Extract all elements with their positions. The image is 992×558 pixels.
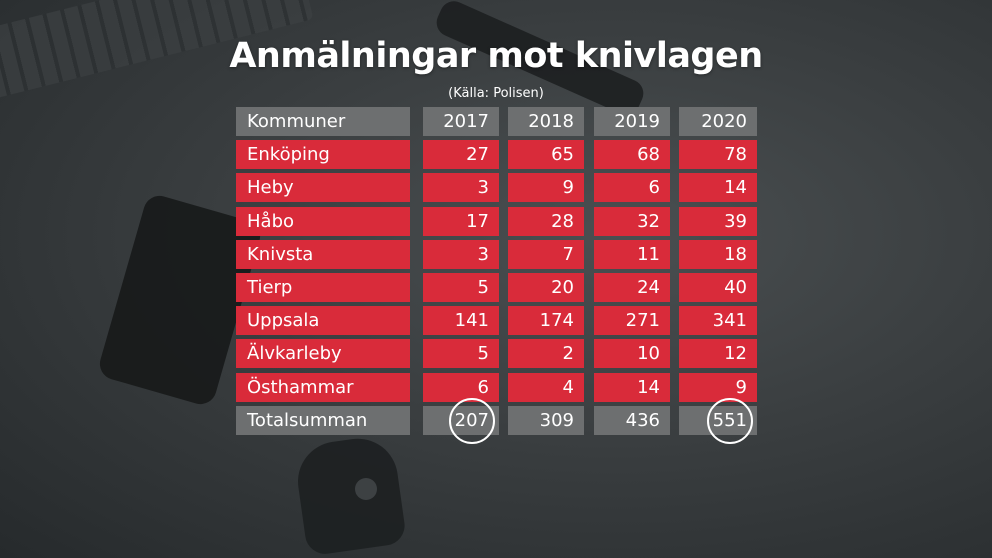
row-value-cell: 32 xyxy=(594,207,670,236)
total-value-cell: 436 xyxy=(594,406,670,435)
row-municipality-name: Enköping xyxy=(236,140,410,169)
row-value-cell: 7 xyxy=(508,240,584,269)
row-value-cell: 27 xyxy=(423,140,499,169)
knife-handle-shape xyxy=(292,433,408,557)
row-value-cell: 28 xyxy=(508,207,584,236)
row-value-cell: 65 xyxy=(508,140,584,169)
row-value-cell: 14 xyxy=(594,373,670,402)
row-municipality-name: Tierp xyxy=(236,273,410,302)
header-cell-year: 2018 xyxy=(508,107,584,136)
row-municipality-name: Knivsta xyxy=(236,240,410,269)
row-value-cell: 5 xyxy=(423,339,499,368)
row-value-cell: 4 xyxy=(508,373,584,402)
chart-source: (Källa: Polisen) xyxy=(448,86,544,101)
row-value-cell: 141 xyxy=(423,306,499,335)
row-value-cell: 24 xyxy=(594,273,670,302)
header-cell-year: 2017 xyxy=(423,107,499,136)
row-municipality-name: Älvkarleby xyxy=(236,339,410,368)
row-value-cell: 341 xyxy=(679,306,757,335)
row-value-cell: 9 xyxy=(679,373,757,402)
row-value-cell: 18 xyxy=(679,240,757,269)
row-value-cell: 40 xyxy=(679,273,757,302)
row-value-cell: 14 xyxy=(679,173,757,202)
row-value-cell: 3 xyxy=(423,173,499,202)
row-value-cell: 2 xyxy=(508,339,584,368)
total-row-label: Totalsumman xyxy=(236,406,410,435)
header-cell-year: 2019 xyxy=(594,107,670,136)
row-value-cell: 10 xyxy=(594,339,670,368)
highlight-circle xyxy=(707,398,753,444)
row-value-cell: 78 xyxy=(679,140,757,169)
row-value-cell: 11 xyxy=(594,240,670,269)
row-value-cell: 39 xyxy=(679,207,757,236)
row-municipality-name: Östhammar xyxy=(236,373,410,402)
row-value-cell: 12 xyxy=(679,339,757,368)
row-value-cell: 5 xyxy=(423,273,499,302)
screw-shape xyxy=(355,478,377,500)
row-municipality-name: Håbo xyxy=(236,207,410,236)
row-value-cell: 3 xyxy=(423,240,499,269)
row-value-cell: 6 xyxy=(423,373,499,402)
header-cell-kommuner: Kommuner xyxy=(236,107,410,136)
row-value-cell: 271 xyxy=(594,306,670,335)
row-value-cell: 174 xyxy=(508,306,584,335)
row-value-cell: 9 xyxy=(508,173,584,202)
total-value-cell: 309 xyxy=(508,406,584,435)
row-value-cell: 68 xyxy=(594,140,670,169)
chart-title: Anmälningar mot knivlagen xyxy=(229,36,763,76)
row-value-cell: 17 xyxy=(423,207,499,236)
header-cell-year: 2020 xyxy=(679,107,757,136)
row-value-cell: 6 xyxy=(594,173,670,202)
row-municipality-name: Heby xyxy=(236,173,410,202)
row-municipality-name: Uppsala xyxy=(236,306,410,335)
row-value-cell: 20 xyxy=(508,273,584,302)
highlight-circle xyxy=(449,398,495,444)
